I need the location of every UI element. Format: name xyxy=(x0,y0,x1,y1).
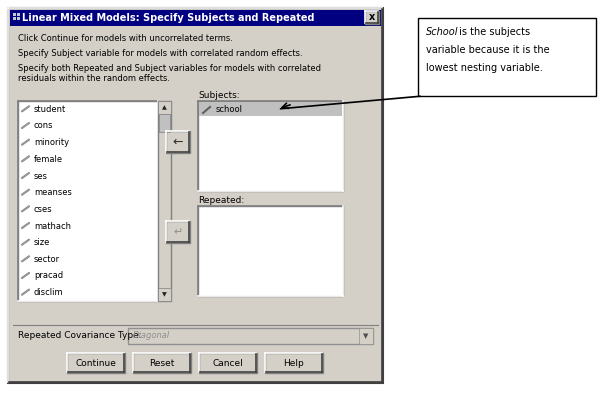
Text: Repeated Covariance Type:: Repeated Covariance Type: xyxy=(18,332,142,340)
Text: meanses: meanses xyxy=(34,188,72,197)
Bar xyxy=(67,353,125,373)
Bar xyxy=(365,11,379,24)
Bar xyxy=(18,101,158,301)
Bar xyxy=(166,221,190,243)
Text: pracad: pracad xyxy=(34,272,63,280)
Text: variable because it is the: variable because it is the xyxy=(426,45,550,55)
Bar xyxy=(159,114,170,132)
Text: ←: ← xyxy=(173,136,183,148)
Bar xyxy=(10,10,381,26)
Bar xyxy=(128,328,373,344)
Text: Subjects:: Subjects: xyxy=(198,91,239,100)
Text: ▼: ▼ xyxy=(364,333,368,339)
Bar xyxy=(133,353,191,373)
Text: cons: cons xyxy=(34,122,54,130)
Text: Specify both Repeated and Subject variables for models with correlated: Specify both Repeated and Subject variab… xyxy=(18,64,321,73)
Text: Help: Help xyxy=(284,358,304,368)
Bar xyxy=(158,288,171,301)
Bar xyxy=(8,8,383,383)
Bar xyxy=(158,101,171,301)
Text: School: School xyxy=(426,27,459,37)
Bar xyxy=(199,102,342,116)
Bar xyxy=(418,18,596,96)
Bar xyxy=(166,131,190,153)
Text: mathach: mathach xyxy=(34,222,71,230)
Bar xyxy=(198,206,343,296)
Bar xyxy=(158,101,171,114)
Text: Diagonal: Diagonal xyxy=(133,332,171,340)
Text: residuals within the random effects.: residuals within the random effects. xyxy=(18,74,170,83)
Bar xyxy=(265,353,323,373)
Text: cses: cses xyxy=(34,205,52,214)
Text: ▲: ▲ xyxy=(162,105,167,110)
Text: Repeated:: Repeated: xyxy=(198,196,244,205)
Bar xyxy=(17,13,20,16)
Bar xyxy=(199,353,257,373)
Text: sector: sector xyxy=(34,255,60,264)
Text: lowest nesting variable.: lowest nesting variable. xyxy=(426,63,543,73)
Text: Linear Mixed Models: Specify Subjects and Repeated: Linear Mixed Models: Specify Subjects an… xyxy=(22,13,314,23)
Text: x: x xyxy=(369,12,375,22)
Bar xyxy=(17,17,20,20)
Text: Cancel: Cancel xyxy=(213,358,244,368)
Text: is the subjects: is the subjects xyxy=(456,27,530,37)
Text: ↵: ↵ xyxy=(174,227,183,237)
Bar xyxy=(359,328,373,344)
Text: female: female xyxy=(34,155,63,164)
Text: student: student xyxy=(34,105,66,114)
Text: school: school xyxy=(216,104,243,114)
Text: Continue: Continue xyxy=(76,358,116,368)
Text: Reset: Reset xyxy=(149,358,175,368)
Text: Click Continue for models with uncorrelated terms.: Click Continue for models with uncorrela… xyxy=(18,34,233,43)
Bar xyxy=(13,17,16,20)
Text: ses: ses xyxy=(34,172,48,180)
Bar xyxy=(13,13,16,16)
Text: ▼: ▼ xyxy=(162,292,167,297)
Text: minority: minority xyxy=(34,138,69,147)
Text: disclim: disclim xyxy=(34,288,63,297)
Bar xyxy=(198,101,343,191)
Text: Specify Subject variable for models with correlated random effects.: Specify Subject variable for models with… xyxy=(18,49,303,58)
Text: size: size xyxy=(34,238,51,247)
